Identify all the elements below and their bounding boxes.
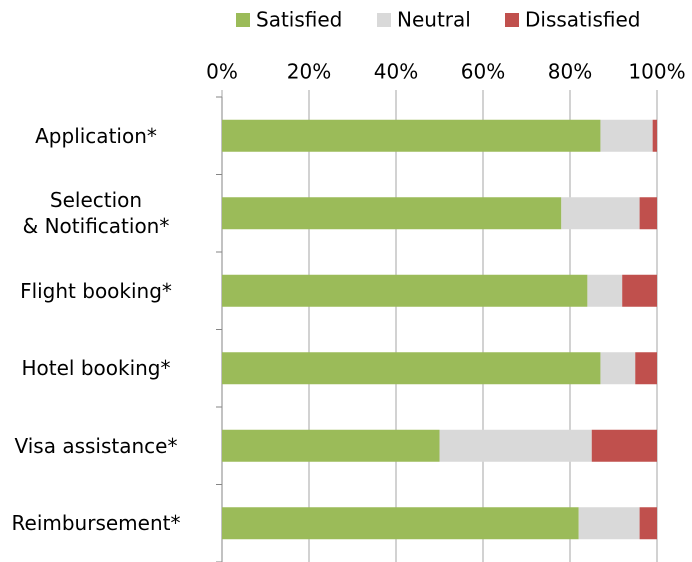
x-tick-label: 100%	[628, 60, 685, 84]
bar-segment	[591, 429, 657, 462]
bar-segment	[600, 352, 636, 385]
bar-segment	[635, 352, 657, 385]
y-tick-label: Flight booking*	[20, 278, 172, 303]
bar-segment	[600, 119, 653, 152]
bar-segment	[222, 507, 579, 540]
bar-segment	[622, 274, 657, 307]
bar-segment	[222, 429, 440, 462]
y-tick-label: Reimbursement*	[11, 511, 181, 536]
y-tick-label: Visa assistance*	[14, 433, 178, 458]
bar-segment	[578, 507, 640, 540]
legend-label: Neutral	[397, 8, 471, 32]
x-tick-label: 20%	[287, 60, 331, 84]
legend-swatch	[377, 13, 391, 27]
bar-segment	[222, 352, 601, 385]
x-tick-label: 80%	[548, 60, 592, 84]
legend-swatch	[236, 13, 250, 27]
bar-segment	[639, 507, 657, 540]
x-tick-label: 60%	[461, 60, 505, 84]
x-tick-label: 40%	[374, 60, 418, 84]
x-tick-label: 0%	[206, 60, 238, 84]
y-tick-label: Hotel booking*	[21, 356, 171, 381]
bar-segment	[639, 197, 657, 230]
bar-segment	[561, 197, 640, 230]
legend-label: Dissatisfied	[525, 8, 640, 32]
legend-label: Satisfied	[256, 8, 342, 32]
y-tick-label: Selection & Notification*	[22, 188, 170, 239]
bar-segment	[439, 429, 592, 462]
bar-segment	[652, 119, 657, 152]
y-tick-label: Application*	[35, 123, 157, 148]
bar-segment	[222, 197, 562, 230]
bar-segment	[587, 274, 623, 307]
bar-segment	[222, 119, 601, 152]
legend-swatch	[505, 13, 519, 27]
bar-segment	[222, 274, 588, 307]
